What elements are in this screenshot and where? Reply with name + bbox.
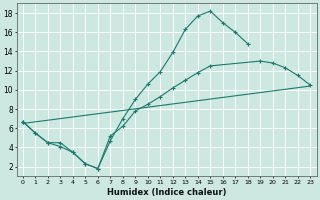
X-axis label: Humidex (Indice chaleur): Humidex (Indice chaleur)	[107, 188, 226, 197]
